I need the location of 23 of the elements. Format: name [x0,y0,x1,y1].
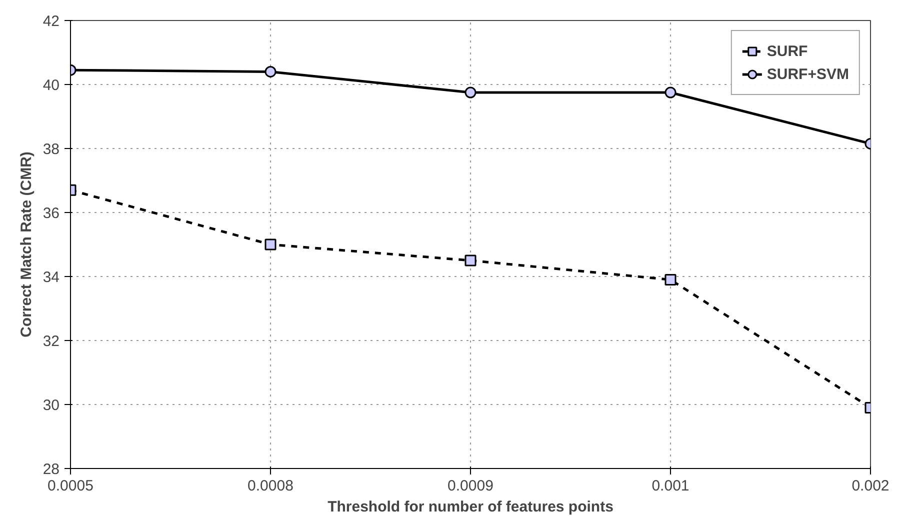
point [464,86,476,98]
y-tick-label: 30 [42,397,60,414]
y-tick-label: 42 [42,13,60,30]
x-axis-title: Threshold for number of features points [328,498,614,516]
y-tick-label: 36 [42,205,60,222]
y-tick-label: 32 [42,333,60,350]
point [664,86,676,98]
x-tick-label: 0.001 [652,478,690,494]
y-tick-label: 34 [42,269,60,286]
point [264,238,276,250]
legend-label: SURF+SVM [766,66,849,82]
y-tick-label: 38 [42,141,60,158]
y-axis-title: Correct Match Rate (CMR) [18,152,35,338]
x-tick-label: 0.0005 [48,478,94,494]
point [664,274,676,286]
x-tick-label: 0.002 [852,478,890,494]
y-tick-label: 40 [42,77,60,94]
x-tick-label: 0.0008 [248,478,294,494]
point [264,66,276,78]
legend-label: SURF [766,42,808,60]
x-tick-label: 0.0009 [448,478,494,494]
y-tick-label: 28 [42,461,60,478]
point [464,254,476,266]
